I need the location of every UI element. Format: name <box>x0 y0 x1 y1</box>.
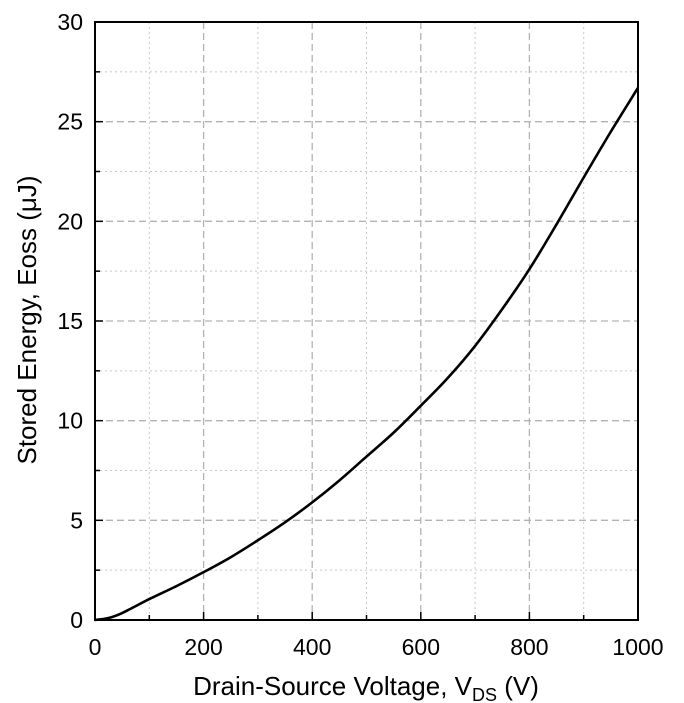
y-tick-label: 25 <box>57 109 83 135</box>
y-tick-label: 10 <box>57 408 83 434</box>
axis-ticks <box>94 21 639 621</box>
grid <box>95 22 638 620</box>
x-tick-label: 200 <box>184 634 222 660</box>
y-tick-label: 15 <box>57 308 83 334</box>
x-tick-label: 600 <box>402 634 440 660</box>
x-tick-label: 0 <box>89 634 102 660</box>
x-tick-label: 800 <box>510 634 548 660</box>
curve-layer <box>94 87 640 622</box>
x-tick-label: 400 <box>293 634 331 660</box>
x-tick-labels: 0 200 400 600 800 1000 <box>89 634 664 660</box>
y-axis-title: Stored Energy, Eoss (μJ) <box>12 175 42 464</box>
y-tick-labels: 0 5 10 15 20 25 30 <box>57 9 83 633</box>
y-tick-label: 30 <box>57 9 83 35</box>
y-tick-label: 20 <box>57 208 83 234</box>
x-axis-title: Drain-Source Voltage, VDS (V) <box>193 671 539 703</box>
y-tick-label: 5 <box>70 507 83 533</box>
eoss-curve <box>94 87 640 622</box>
x-tick-label: 1000 <box>612 634 663 660</box>
y-tick-label: 0 <box>70 607 83 633</box>
